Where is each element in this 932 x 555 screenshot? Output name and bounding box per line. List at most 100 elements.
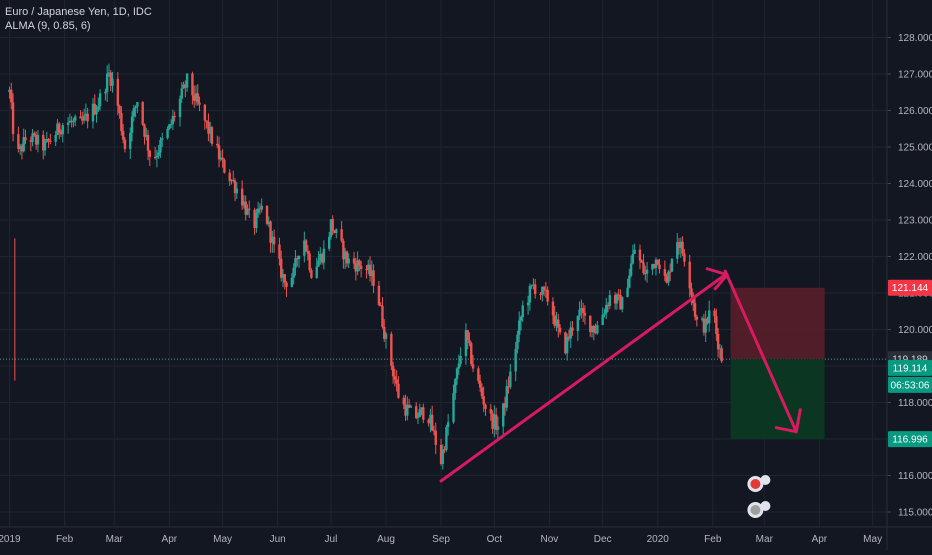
candle-body (233, 180, 237, 194)
candle-body (670, 258, 674, 272)
time-tick-label: Feb (704, 534, 722, 545)
candle-body (596, 324, 599, 334)
event-markers[interactable] (747, 475, 771, 518)
price-tick-label: 127.000 (898, 70, 932, 81)
price-tick-label: 115.000 (898, 508, 932, 519)
candle-body (178, 98, 182, 118)
candle-body (477, 368, 480, 381)
candle-body (265, 205, 269, 224)
candle-body (478, 380, 482, 388)
candle-body (290, 277, 294, 287)
candle-body (702, 318, 706, 333)
time-tick-label: Jun (270, 534, 286, 545)
stop-loss-zone (730, 287, 825, 360)
price-tick-label: 126.000 (898, 106, 932, 117)
candle-body (645, 269, 649, 274)
candle-body (343, 251, 347, 260)
candle-body (383, 326, 386, 339)
candle-body (379, 304, 382, 306)
candle-body (681, 241, 684, 254)
candle-body (516, 334, 519, 350)
candles (8, 63, 723, 470)
candle-body (409, 406, 413, 408)
candle-body (557, 319, 560, 328)
candle-body (319, 254, 322, 261)
indicator-label[interactable]: ALMA (9, 0.85, 6) (5, 20, 91, 32)
event-marker-dot (750, 505, 761, 515)
candle-body (514, 349, 517, 372)
candle-body (482, 396, 485, 405)
candle-body (280, 258, 283, 278)
candle-body (459, 356, 462, 364)
candle-body (335, 229, 338, 233)
candle-body (191, 73, 194, 96)
candle-body (74, 116, 77, 121)
candle-body (132, 108, 136, 117)
candle-body (626, 287, 629, 298)
candle-body (429, 414, 432, 424)
candle-body (601, 314, 604, 325)
candle-body (693, 303, 697, 317)
candle-body (454, 379, 457, 394)
candle-body (391, 365, 395, 377)
candle-body (118, 105, 121, 113)
candle-body (505, 386, 508, 408)
candle-body (542, 286, 546, 290)
candle-body (82, 115, 86, 121)
candle-body (521, 305, 524, 317)
candle-body (390, 333, 393, 366)
candle-body (683, 253, 686, 262)
candle-body (193, 95, 196, 101)
candle-body (68, 120, 72, 123)
current-price-label: 119.114 (893, 363, 928, 374)
candle-body (578, 309, 581, 316)
candle-body (455, 368, 459, 380)
candle-body (228, 172, 231, 182)
drawings[interactable] (439, 267, 802, 483)
candle-body (281, 274, 285, 278)
candle-body (43, 141, 47, 151)
candle-body (367, 264, 370, 271)
candle-body (416, 417, 420, 419)
candle-body (258, 208, 262, 210)
time-tick-label: Jul (325, 534, 338, 545)
candle-body (663, 269, 667, 276)
candle-body (571, 327, 574, 331)
candle-body (216, 143, 219, 146)
candle-body (502, 403, 505, 427)
candle-body (509, 371, 512, 388)
candle-body (107, 72, 111, 74)
candle-body (526, 302, 530, 306)
candle-body (457, 363, 461, 369)
candle-body (256, 208, 260, 213)
candle-body (196, 93, 199, 103)
candle-body (198, 102, 201, 105)
candle-body (652, 264, 656, 268)
current-price-label-bg (888, 359, 932, 376)
candle-body (246, 208, 249, 215)
candle-body (235, 188, 239, 194)
candle-body (358, 260, 361, 266)
candle-body (592, 325, 596, 333)
candle-body (79, 116, 82, 119)
candle-body (640, 260, 643, 263)
candle-body (66, 122, 70, 126)
target-price-label-bg (888, 431, 932, 448)
candle-body (533, 284, 537, 295)
candle-body (704, 318, 707, 333)
candle-body (91, 103, 95, 122)
candle-body (168, 124, 171, 130)
candle-body (104, 91, 107, 94)
candle-body (253, 209, 256, 229)
symbol-title[interactable]: Euro / Japanese Yen, 1D, IDC (5, 6, 152, 18)
candle-body (42, 134, 45, 151)
candle-body (317, 260, 320, 267)
candle-body (539, 294, 542, 296)
candle-body (271, 236, 274, 243)
candle-body (494, 414, 498, 430)
candle-body (203, 104, 207, 121)
position-zones[interactable] (730, 287, 825, 440)
